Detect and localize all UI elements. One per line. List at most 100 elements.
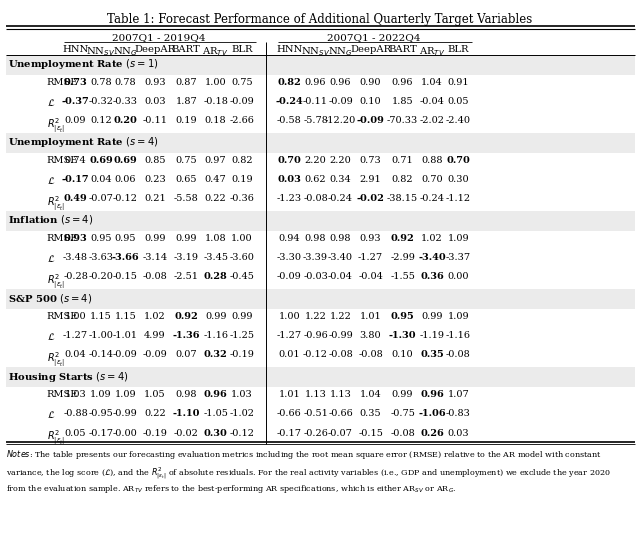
Text: -1.06: -1.06	[418, 409, 446, 418]
Text: -0.04: -0.04	[328, 272, 353, 281]
Text: 0.36: 0.36	[420, 272, 444, 281]
Text: -2.40: -2.40	[445, 116, 471, 125]
Text: -1.27: -1.27	[276, 331, 302, 340]
Text: 0.93: 0.93	[63, 234, 88, 243]
Text: -5.58: -5.58	[174, 194, 198, 203]
Text: 1.87: 1.87	[175, 97, 197, 106]
Text: 0.99: 0.99	[421, 312, 443, 321]
Text: 2007Q1 - 2022Q4: 2007Q1 - 2022Q4	[327, 33, 420, 42]
Text: 0.98: 0.98	[330, 234, 351, 243]
Text: -0.00: -0.00	[113, 429, 138, 438]
Text: $R^2_{|\varepsilon_t|}$: $R^2_{|\varepsilon_t|}$	[47, 429, 65, 447]
Text: -0.09: -0.09	[277, 272, 301, 281]
Text: -0.08: -0.08	[358, 350, 383, 360]
Text: -2.66: -2.66	[230, 116, 254, 125]
Text: 0.98: 0.98	[175, 390, 197, 399]
Text: $\mathcal{L}$: $\mathcal{L}$	[47, 409, 55, 421]
Text: 4.99: 4.99	[144, 331, 166, 340]
Text: 0.70: 0.70	[277, 156, 301, 165]
Text: 0.69: 0.69	[113, 156, 138, 165]
Text: 0.96: 0.96	[305, 78, 326, 87]
Text: 0.30: 0.30	[447, 175, 469, 184]
Text: 1.15: 1.15	[115, 312, 136, 321]
Text: -1.27: -1.27	[358, 253, 383, 262]
Text: -1.12: -1.12	[445, 194, 471, 203]
Text: -0.15: -0.15	[113, 272, 138, 281]
Text: -0.19: -0.19	[230, 350, 254, 360]
Text: $\mathcal{L}$: $\mathcal{L}$	[47, 175, 55, 186]
Text: RMSE: RMSE	[47, 156, 78, 165]
Text: 1.03: 1.03	[231, 390, 253, 399]
Text: 1.09: 1.09	[447, 312, 469, 321]
Text: -0.11: -0.11	[142, 116, 168, 125]
Text: 0.05: 0.05	[447, 97, 469, 106]
Text: -3.39: -3.39	[303, 253, 328, 262]
Text: $\mathcal{L}$: $\mathcal{L}$	[47, 331, 55, 342]
Text: from the evaluation sample. AR$_{\mathit{TV}}$ refers to the best-performing AR : from the evaluation sample. AR$_{\mathit…	[6, 483, 457, 495]
Text: -1.36: -1.36	[173, 331, 200, 340]
Text: Housing Starts $(s =  4)$: Housing Starts $(s = 4)$	[8, 370, 129, 384]
Text: -0.83: -0.83	[446, 409, 470, 418]
Text: -0.58: -0.58	[277, 116, 301, 125]
Text: 0.00: 0.00	[447, 272, 469, 281]
Text: -1.16: -1.16	[203, 331, 228, 340]
Text: -2.99: -2.99	[390, 253, 415, 262]
Text: 1.04: 1.04	[360, 390, 381, 399]
Text: -3.14: -3.14	[142, 253, 168, 262]
Text: 2.20: 2.20	[305, 156, 326, 165]
Text: 0.74: 0.74	[65, 156, 86, 165]
Text: 1.22: 1.22	[330, 312, 351, 321]
Text: 0.70: 0.70	[446, 156, 470, 165]
Text: RMSE: RMSE	[47, 312, 78, 321]
Text: 0.62: 0.62	[305, 175, 326, 184]
Text: 0.94: 0.94	[278, 234, 300, 243]
Text: Inflation $(s =  4)$: Inflation $(s = 4)$	[8, 213, 93, 226]
Bar	[6, 289, 635, 309]
Text: 0.35: 0.35	[360, 409, 381, 418]
Text: 0.93: 0.93	[144, 78, 166, 87]
Text: -0.14: -0.14	[88, 350, 114, 360]
Text: Table 1: Forecast Performance of Additional Quarterly Target Variables: Table 1: Forecast Performance of Additio…	[108, 13, 532, 26]
Text: DeepAR: DeepAR	[134, 45, 175, 54]
Text: 0.10: 0.10	[360, 97, 381, 106]
Text: 1.07: 1.07	[447, 390, 469, 399]
Text: -0.12: -0.12	[229, 429, 255, 438]
Text: -0.26: -0.26	[303, 429, 328, 438]
Bar	[6, 55, 635, 75]
Text: -0.24: -0.24	[275, 97, 303, 106]
Text: -0.08: -0.08	[303, 194, 328, 203]
Text: -0.09: -0.09	[230, 97, 254, 106]
Text: -0.20: -0.20	[89, 272, 113, 281]
Text: -3.66: -3.66	[111, 253, 140, 262]
Text: 0.95: 0.95	[115, 234, 136, 243]
Text: -0.33: -0.33	[113, 97, 138, 106]
Text: -2.51: -2.51	[173, 272, 199, 281]
Text: -0.24: -0.24	[328, 194, 353, 203]
Text: 0.20: 0.20	[113, 116, 138, 125]
Text: HNN: HNN	[62, 45, 89, 54]
Text: 1.02: 1.02	[144, 312, 166, 321]
Text: DeepAR: DeepAR	[350, 45, 391, 54]
Text: 0.99: 0.99	[144, 234, 166, 243]
Text: 0.01: 0.01	[278, 350, 300, 360]
Text: -12.20: -12.20	[325, 116, 356, 125]
Text: 0.07: 0.07	[175, 350, 197, 360]
Text: 0.75: 0.75	[175, 156, 197, 165]
Text: -0.09: -0.09	[113, 350, 138, 360]
Text: 0.88: 0.88	[421, 156, 443, 165]
Text: -0.12: -0.12	[113, 194, 138, 203]
Text: -0.08: -0.08	[143, 272, 167, 281]
Text: AR$_{\mathit{TV}}$: AR$_{\mathit{TV}}$	[202, 45, 229, 58]
Text: 0.09: 0.09	[65, 116, 86, 125]
Text: 0.73: 0.73	[63, 78, 88, 87]
Text: 0.04: 0.04	[90, 175, 112, 184]
Text: -2.02: -2.02	[419, 116, 445, 125]
Text: 0.23: 0.23	[144, 175, 166, 184]
Text: -3.30: -3.30	[276, 253, 302, 262]
Text: 0.19: 0.19	[231, 175, 253, 184]
Text: 0.99: 0.99	[205, 312, 227, 321]
Text: 0.12: 0.12	[90, 116, 112, 125]
Text: HNN: HNN	[276, 45, 303, 54]
Text: 0.82: 0.82	[392, 175, 413, 184]
Text: -3.19: -3.19	[173, 253, 199, 262]
